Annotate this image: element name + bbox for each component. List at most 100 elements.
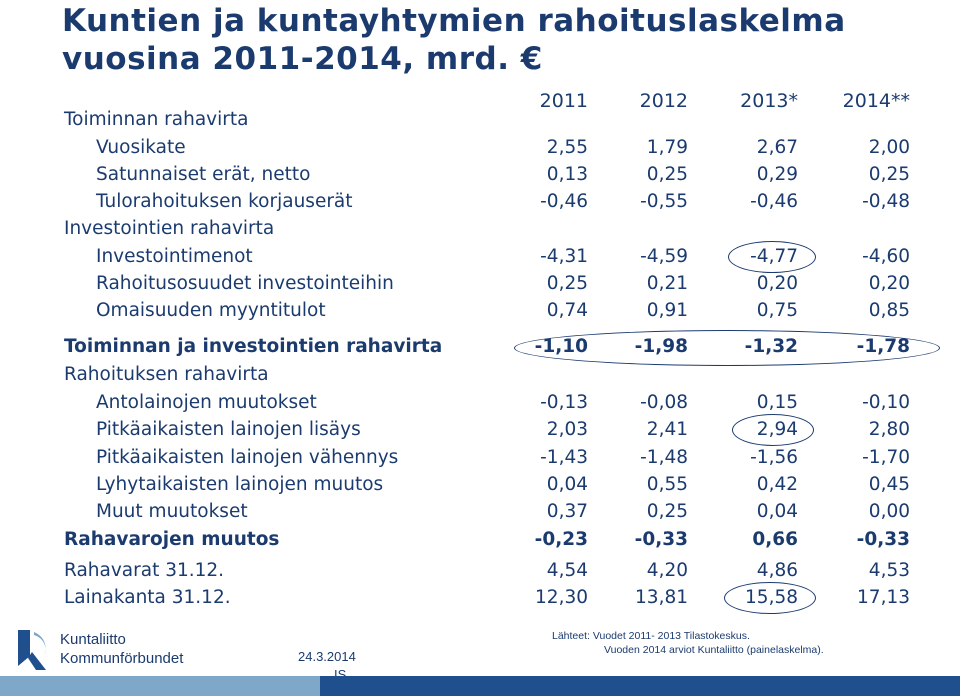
cell-2012: -0,55 (640, 191, 688, 212)
cell-2014: 0,45 (868, 474, 910, 495)
footer-bar-dark (320, 676, 960, 696)
cell-2014: -0,10 (862, 392, 910, 413)
table-row: Vuosikate 2,55 1,79 2,67 2,00 (0, 134, 960, 161)
cell-2013: -1,56 (750, 447, 798, 468)
cell-2011: -4,31 (540, 246, 588, 267)
row-label: Omaisuuden myyntitulot (96, 300, 326, 321)
logo-line-2: Kommunförbundet (60, 650, 184, 667)
cell-2011: -0,23 (534, 529, 588, 550)
cell-2012: 2,41 (646, 419, 688, 440)
table-row: Lainakanta 31.12. 12,30 13,81 15,58 17,1… (0, 584, 960, 611)
title-line-2: vuosina 2011-2014, mrd. € (62, 41, 543, 77)
year-header-row: 2011 2012 2013* 2014** (0, 88, 960, 115)
highlight-ellipse (728, 241, 816, 273)
cell-2012: 0,25 (646, 501, 688, 522)
cell-2014: -4,60 (862, 246, 910, 267)
year-2013: 2013* (740, 90, 798, 112)
title-line-1: Kuntien ja kuntayhtymien rahoituslaskelm… (62, 3, 846, 39)
cell-2011: -0,46 (540, 191, 588, 212)
cell-2014: 0,25 (868, 164, 910, 185)
table-row: Pitkäaikaisten lainojen lisäys 2,03 2,41… (0, 416, 960, 443)
cell-2013: -0,46 (750, 191, 798, 212)
cell-2014: 0,85 (868, 300, 910, 321)
row-label: Toiminnan rahavirta (64, 109, 249, 130)
table-row: Omaisuuden myyntitulot 0,74 0,91 0,75 0,… (0, 297, 960, 324)
sources-line-2: Vuoden 2014 arviot Kuntaliitto (painelas… (604, 644, 824, 656)
cell-2013: 0,66 (752, 529, 798, 550)
sources-line-1: Lähteet: Vuodet 2011- 2013 Tilastokeskus… (552, 630, 750, 642)
table-row: Rahoitusosuudet investointeihin 0,25 0,2… (0, 270, 960, 297)
cell-2011: 12,30 (535, 587, 588, 608)
row-label: Lainakanta 31.12. (64, 587, 231, 608)
cell-2011: 4,54 (546, 560, 588, 581)
cell-2013: 4,86 (756, 560, 798, 581)
total-row: Rahavarojen muutos -0,23 -0,33 0,66 -0,3… (0, 526, 960, 553)
highlight-ellipse (732, 414, 814, 446)
cell-2013: 0,20 (756, 273, 798, 294)
cell-2014: 0,20 (868, 273, 910, 294)
cell-2013: 0,29 (756, 164, 798, 185)
section-row-investment: Investointien rahavirta (0, 215, 960, 242)
cell-2011: 0,25 (546, 273, 588, 294)
logo-mark-icon (18, 630, 46, 670)
cell-2012: -0,33 (634, 529, 688, 550)
row-label: Rahoitusosuudet investointeihin (96, 273, 394, 294)
row-label: Tulorahoituksen korjauserät (96, 191, 353, 212)
cell-2014: -0,48 (862, 191, 910, 212)
table-row: Rahavarat 31.12. 4,54 4,20 4,86 4,53 (0, 557, 960, 584)
cell-2011: -0,13 (540, 392, 588, 413)
cell-2013: 0,15 (756, 392, 798, 413)
table-row: Muut muutokset 0,37 0,25 0,04 0,00 (0, 498, 960, 525)
table-row: Pitkäaikaisten lainojen vähennys -1,43 -… (0, 444, 960, 471)
cell-2013: 0,75 (756, 300, 798, 321)
slide-title: Kuntien ja kuntayhtymien rahoituslaskelm… (62, 2, 952, 78)
cell-2012: 0,55 (646, 474, 688, 495)
cell-2013: 2,67 (756, 137, 798, 158)
highlight-ellipse (514, 330, 940, 366)
cell-2011: 2,03 (546, 419, 588, 440)
cell-2012: 0,25 (646, 164, 688, 185)
cell-2012: -4,59 (640, 246, 688, 267)
row-label: Investointien rahavirta (64, 218, 275, 239)
table-row: Satunnaiset erät, netto 0,13 0,25 0,29 0… (0, 161, 960, 188)
cell-2011: -1,43 (540, 447, 588, 468)
cell-2014: 17,13 (857, 587, 910, 608)
cell-2014: 2,80 (868, 419, 910, 440)
table-row: Lyhytaikaisten lainojen muutos 0,04 0,55… (0, 471, 960, 498)
logo-line-1: Kuntaliitto (60, 631, 126, 648)
cell-2014: 4,53 (868, 560, 910, 581)
row-label: Rahoituksen rahavirta (64, 364, 269, 385)
cell-2012: -1,48 (640, 447, 688, 468)
cell-2011: 0,74 (546, 300, 588, 321)
row-label: Muut muutokset (96, 501, 248, 522)
footer-bar-light (0, 676, 320, 696)
row-label: Satunnaiset erät, netto (96, 164, 311, 185)
row-label: Vuosikate (96, 137, 186, 158)
year-2012: 2012 (639, 90, 688, 112)
date-text: 24.3.2014 (298, 649, 356, 664)
cell-2014: -0,33 (856, 529, 910, 550)
row-label: Toiminnan ja investointien rahavirta (64, 336, 443, 357)
cell-2012: 0,21 (646, 273, 688, 294)
table-row: Tulorahoituksen korjauserät -0,46 -0,55 … (0, 188, 960, 215)
row-label: Rahavarojen muutos (64, 529, 280, 550)
sources-note: Lähteet: Vuodet 2011- 2013 Tilastokeskus… (552, 629, 824, 657)
cell-2013: 0,42 (756, 474, 798, 495)
highlight-ellipse (724, 582, 816, 614)
year-2011: 2011 (539, 90, 588, 112)
year-2014: 2014** (842, 90, 910, 112)
row-label: Pitkäaikaisten lainojen lisäys (96, 419, 361, 440)
table-row: Investointimenot -4,31 -4,59 -4,77 -4,60 (0, 243, 960, 270)
cell-2013: 0,04 (756, 501, 798, 522)
cell-2011: 2,55 (546, 137, 588, 158)
cell-2014: 0,00 (868, 501, 910, 522)
cell-2012: 0,91 (646, 300, 688, 321)
cell-2012: -0,08 (640, 392, 688, 413)
section-row-financing: Rahoituksen rahavirta (0, 361, 960, 388)
row-label: Investointimenot (96, 246, 253, 267)
cell-2011: 0,13 (546, 164, 588, 185)
cell-2011: 0,04 (546, 474, 588, 495)
cell-2012: 13,81 (635, 587, 688, 608)
cell-2012: 4,20 (646, 560, 688, 581)
cell-2012: 1,79 (646, 137, 688, 158)
